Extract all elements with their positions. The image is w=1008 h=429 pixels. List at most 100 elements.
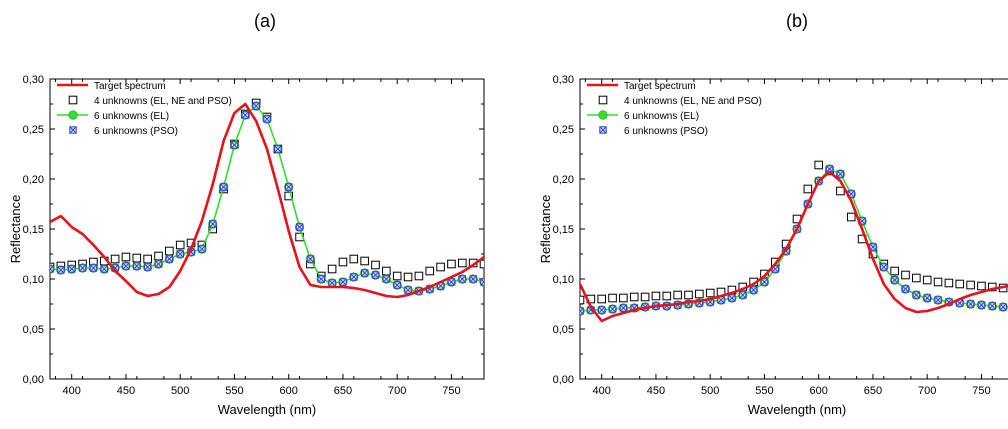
data-point [209,220,217,228]
y-tick-label: 0,05 [23,324,44,336]
data-point [739,291,747,299]
data-point [382,266,391,276]
data-point [371,271,380,279]
data-point [360,269,369,277]
y-tick-label: 0,20 [23,174,44,186]
data-point [328,279,336,287]
legend-item: 6 unknowns (EL) [587,110,699,122]
data-point [619,293,628,303]
data-point [68,95,78,105]
series-line [580,168,1008,312]
data-point [836,186,845,196]
data-point [241,111,250,119]
data-point [338,257,348,267]
data-point [890,276,899,284]
data-point [977,281,986,291]
data-point [133,262,141,270]
data-point [327,264,337,274]
data-point [392,271,402,281]
x-tick-label: 400 [63,385,81,397]
data-point [598,95,608,105]
data-point [966,280,975,290]
legend-item: 4 unknowns (EL, NE and PSO) [598,95,762,107]
data-point [944,278,954,288]
legend: Target spectrum 4 unknowns (EL, NE and PS… [587,81,762,137]
plot-frame [49,78,485,380]
y-tick-label: 0,05 [553,324,574,336]
data-point [662,291,672,301]
data-point [933,277,943,287]
data-point [934,296,942,304]
x-tick-label: 750 [442,385,460,397]
x-tick-label: 450 [117,385,135,397]
legend-item: Target spectrum [57,81,166,92]
data-point [988,302,996,310]
y-axis-label: Reflectance [8,195,23,264]
data-point [469,275,477,283]
data-point [597,294,607,304]
x-tick-label: 500 [701,385,719,397]
data-point [977,301,986,309]
data-point [425,266,435,276]
data-point [198,245,206,253]
data-point [629,292,639,302]
data-point [285,183,293,191]
x-tick-label: 400 [593,385,611,397]
x-tick-label: 650 [864,385,882,397]
data-point [68,265,76,273]
legend-label: 4 unknowns (EL, NE and PSO) [94,96,232,107]
legend-label: 4 unknowns (EL, NE and PSO) [624,96,762,107]
data-point [608,305,617,313]
data-point [640,292,650,302]
data-point [673,290,682,300]
x-tick-label: 600 [280,385,298,397]
plot-area [50,98,484,299]
data-point [78,264,87,272]
y-tick-label: 0,30 [553,74,574,86]
data-point [175,240,185,250]
data-point [580,307,584,315]
data-point [890,266,899,276]
data-point [447,259,456,269]
data-point [923,294,931,302]
x-axis-label: Wavelength (nm) [748,402,847,417]
data-point [154,260,163,268]
data-point [651,291,661,301]
legend-item: 4 unknowns (EL, NE and PSO) [68,95,232,107]
data-point [284,191,293,201]
data-point [295,223,304,231]
x-tick-label: 550 [755,385,773,397]
data-point [165,246,174,256]
y-tick-label: 0,25 [553,124,574,136]
y-tick-label: 0,15 [23,224,44,236]
data-point [922,275,932,285]
data-point [598,110,608,120]
data-point [89,264,98,272]
data-point [480,278,484,286]
x-axis-label: Wavelength (nm) [218,402,317,417]
data-point [121,252,131,262]
data-point [57,266,65,274]
y-tick-label: 0,15 [553,224,574,236]
y-axis-label: Reflectance [538,195,553,264]
data-point [880,263,888,271]
series-6-unknowns-pso- [580,165,1007,315]
x-tick-label: 500 [171,385,189,397]
legend-item: 6 unknowns (PSO) [599,126,708,137]
data-point [122,262,130,270]
y-tick-label: 0,25 [23,124,44,136]
data-point [705,288,715,298]
y-tick-label: 0,10 [23,274,44,286]
x-tick-label: 700 [918,385,936,397]
chart-panel-a: (a) 0,00 0,05 0,10 0,15 0,20 0,25 0,30 400 450 500… [8,11,485,417]
data-point [219,183,228,191]
data-point [608,293,617,303]
data-point [912,273,921,283]
data-point [955,279,965,289]
data-point [371,260,380,270]
series-line [580,170,1008,323]
data-point [110,254,120,264]
data-point [684,290,693,300]
legend-item: 6 unknowns (EL) [57,110,169,122]
